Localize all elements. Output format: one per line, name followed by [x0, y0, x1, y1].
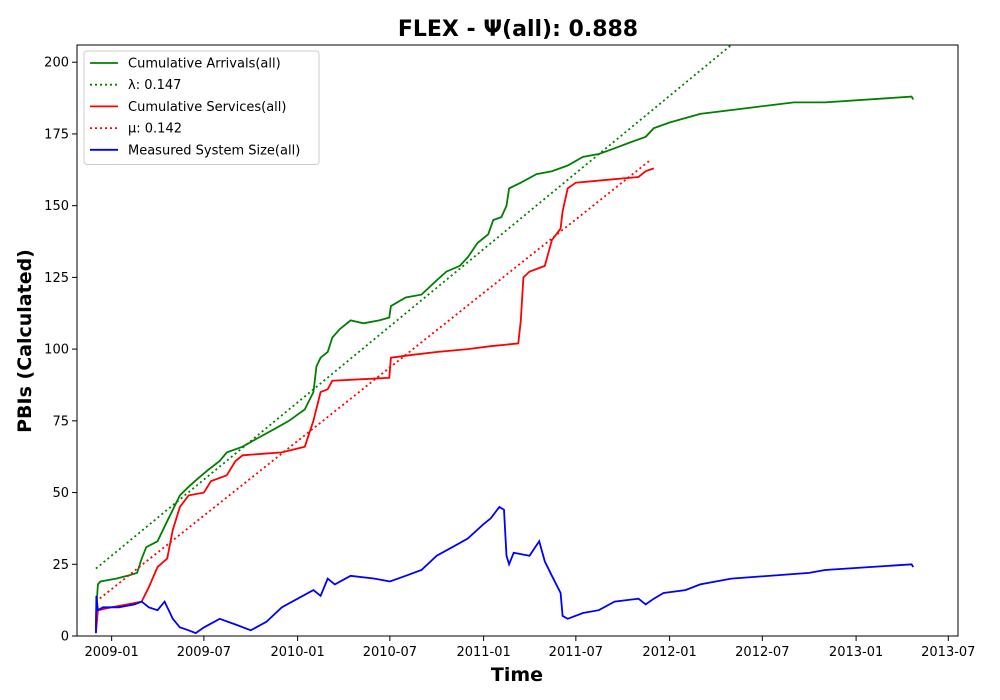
legend-box: [83, 50, 320, 165]
series-layer: [95, 45, 914, 635]
x-tick-label: 2010-07: [363, 645, 417, 660]
x-tick-label: 2009-07: [177, 645, 231, 660]
series-line-2: [95, 45, 732, 570]
legend-label: Cumulative Arrivals(all): [128, 57, 281, 72]
series-line-3: [95, 167, 655, 634]
y-tick-label: 75: [52, 414, 69, 429]
x-tick-label: 2012-07: [735, 645, 789, 660]
y-tick-label: 25: [52, 558, 69, 573]
x-axis-label: Time: [491, 664, 543, 686]
y-tick-label: 175: [44, 127, 69, 142]
plot-frame: [76, 44, 959, 637]
y-tick-label: 0: [61, 630, 69, 645]
x-tick-label: 2011-01: [456, 645, 510, 660]
chart-title: FLEX - Ψ(all): 0.888: [398, 17, 638, 42]
y-tick-label: 125: [44, 271, 69, 286]
x-tick-label: 2012-01: [642, 645, 696, 660]
y-tick-label: 200: [44, 56, 69, 71]
x-tick-label: 2013-07: [921, 645, 975, 660]
x-tick-label: 2010-01: [270, 645, 324, 660]
ticks-layer: 0 25 50 75 100 125 150 175 200 2009-01 2009-07 2010…: [44, 56, 975, 660]
legend-label: λ: 0.147: [128, 78, 181, 93]
legend: Cumulative Arrivals(all) λ: 0.147 Cumulati…: [83, 50, 320, 165]
series-line-4: [95, 159, 652, 603]
y-tick-label: 100: [44, 343, 69, 358]
legend-label: μ: 0.142: [128, 122, 182, 137]
y-tick-label: 150: [44, 199, 69, 214]
x-tick-label: 2013-01: [829, 645, 883, 660]
y-tick-label: 50: [52, 486, 69, 501]
legend-label: Cumulative Services(all): [128, 100, 286, 115]
series-line-5: [95, 505, 914, 635]
series-line-1: [95, 95, 914, 628]
x-tick-label: 2009-01: [84, 645, 138, 660]
x-tick-label: 2011-07: [549, 645, 603, 660]
y-axis-label: PBIs (Calculated): [14, 249, 36, 433]
legend-label: Measured System Size(all): [128, 143, 300, 158]
